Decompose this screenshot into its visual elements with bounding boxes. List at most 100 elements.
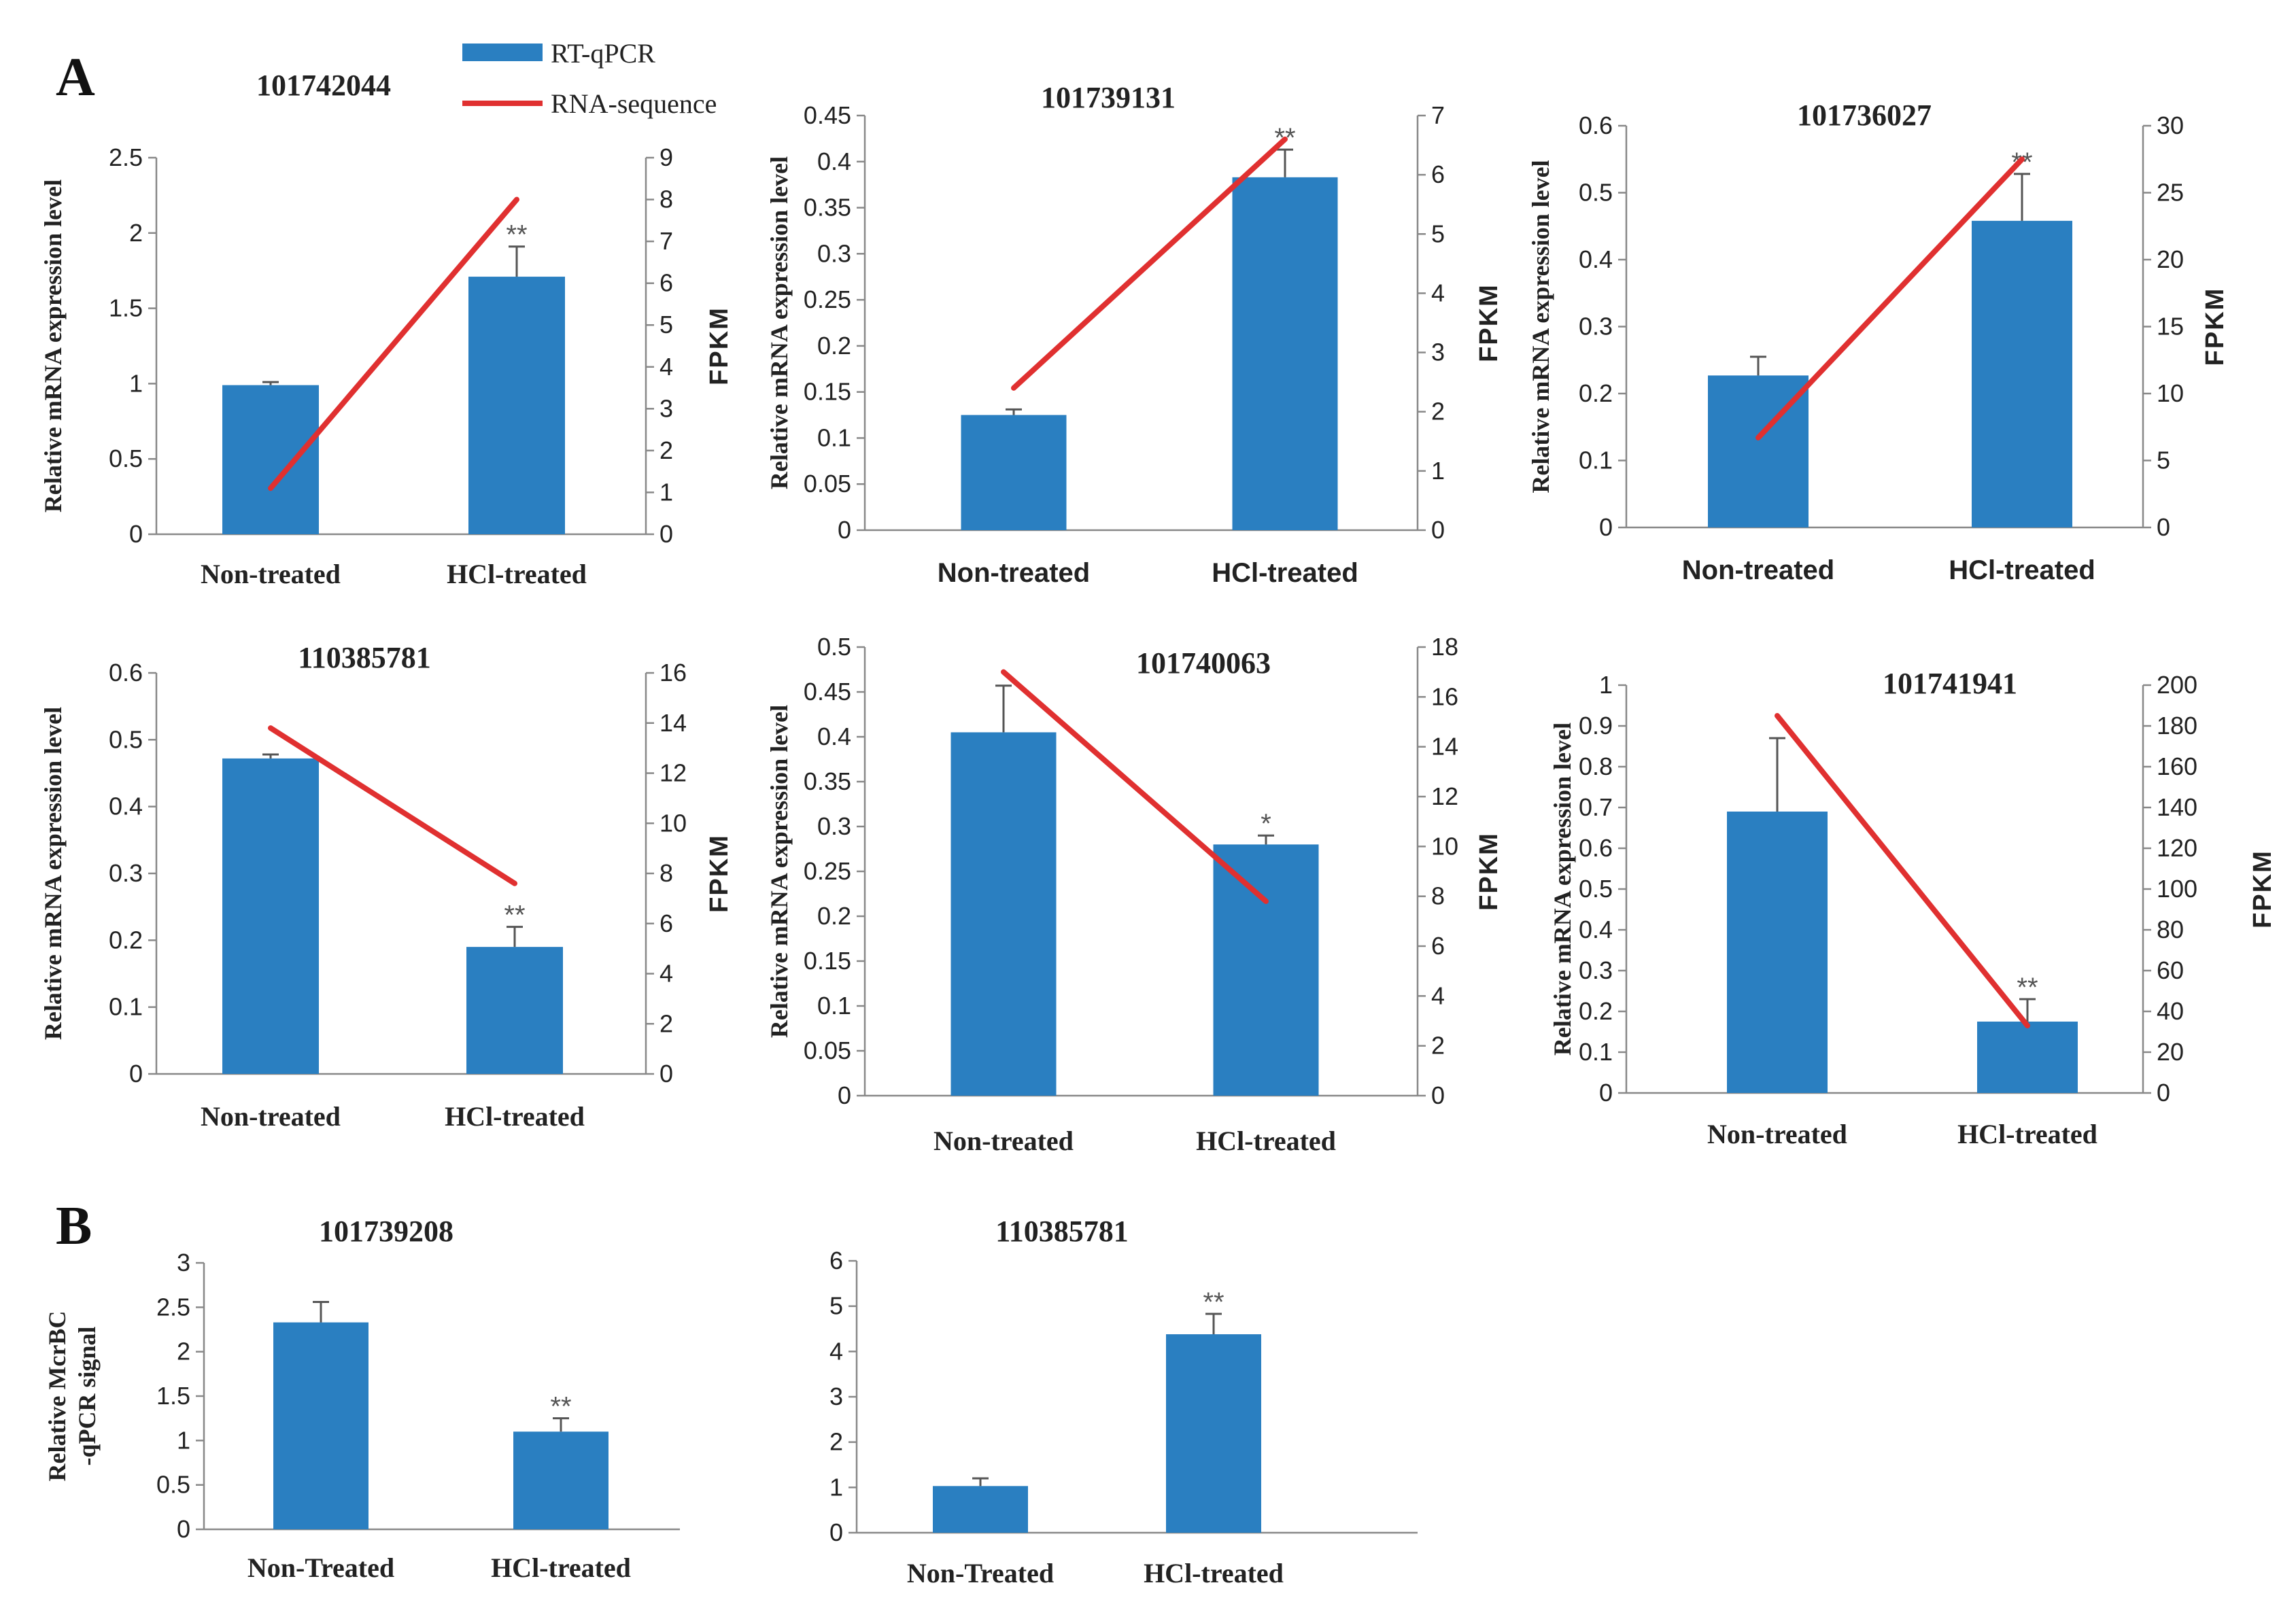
category-label: HCl-treated bbox=[445, 1101, 585, 1132]
category-label: Non-treated bbox=[933, 1126, 1074, 1156]
y-tick-label: 0.2 bbox=[817, 902, 851, 930]
y2-tick-label: 4 bbox=[1431, 279, 1445, 307]
bar bbox=[1972, 220, 2072, 527]
y-tick-label: 0.3 bbox=[109, 859, 143, 887]
category-label: Non-treated bbox=[201, 559, 341, 589]
y-tick-label: 0.1 bbox=[109, 993, 143, 1021]
y2-tick-label: 12 bbox=[659, 759, 687, 787]
y2-tick-label: 4 bbox=[659, 960, 673, 988]
category-label: HCl-treated bbox=[1212, 558, 1358, 588]
legend-bar-swatch bbox=[462, 44, 543, 61]
y-tick-label: 2.5 bbox=[156, 1293, 190, 1321]
y2-tick-label: 10 bbox=[2157, 379, 2184, 407]
y-tick-label: 2 bbox=[129, 219, 143, 247]
panel-letter-a: A bbox=[56, 48, 95, 107]
y2-tick-label: 20 bbox=[2157, 1038, 2184, 1066]
bar bbox=[933, 1486, 1028, 1533]
y-axis-label-line: -qPCR signal bbox=[73, 1326, 101, 1465]
y-axis-label: Relative mRNA expression level bbox=[39, 707, 67, 1040]
bar bbox=[1977, 1022, 2078, 1093]
y2-tick-label: 80 bbox=[2157, 916, 2184, 943]
y-tick-label: 0.25 bbox=[804, 857, 851, 885]
y2-tick-label: 8 bbox=[1431, 882, 1445, 910]
y-tick-label: 0.45 bbox=[804, 101, 851, 129]
y2-tick-label: 0 bbox=[1431, 516, 1445, 544]
rna-seq-line bbox=[1775, 713, 2030, 1028]
chart-101740063: 101740063 0 0.05 0.1 0.15 0.2 0.25 0.3 0.35 0.4 0.… bbox=[766, 633, 1503, 1156]
y2-tick-label: 9 bbox=[659, 143, 673, 171]
y-tick-label: 0.2 bbox=[1579, 997, 1613, 1025]
y-tick-label: 0.05 bbox=[804, 1037, 851, 1064]
y2-tick-label: 0 bbox=[659, 1060, 673, 1088]
category-label: Non-treated bbox=[201, 1101, 341, 1132]
y-tick-label: 0.1 bbox=[817, 423, 851, 451]
y-tick-label: 0 bbox=[838, 1081, 851, 1109]
category-label: Non-treated bbox=[938, 558, 1090, 588]
y2-tick-label: 16 bbox=[659, 659, 687, 686]
legend-line-label: RNA-sequence bbox=[551, 88, 717, 119]
significance-mark: ** bbox=[506, 220, 527, 250]
y-tick-label: 2 bbox=[829, 1428, 843, 1456]
y-tick-label: 0.1 bbox=[817, 992, 851, 1020]
y-tick-label: 0.5 bbox=[817, 633, 851, 661]
y-tick-label: 0 bbox=[177, 1515, 190, 1543]
chart-110385781-expression: 110385781 0 0.1 0.2 0.3 0.4 0.5 0.6 0 2 4 6 8 10 12 14 1… bbox=[39, 641, 734, 1132]
y-tick-label: 0.5 bbox=[1579, 179, 1613, 207]
y2-tick-label: 0 bbox=[2157, 513, 2170, 541]
y-axis-label: Relative mRNA expression level bbox=[766, 705, 793, 1038]
y2-tick-label: 20 bbox=[2157, 245, 2184, 273]
bar bbox=[1232, 177, 1338, 530]
y2-tick-label: 30 bbox=[2157, 111, 2184, 139]
y2-tick-label: 1 bbox=[1431, 457, 1445, 485]
y-tick-label: 0.2 bbox=[817, 332, 851, 360]
y2-tick-label: 25 bbox=[2157, 179, 2184, 207]
y-tick-label: 0.5 bbox=[109, 445, 143, 472]
y2-tick-label: 4 bbox=[1431, 981, 1445, 1009]
chart-title: 110385781 bbox=[995, 1215, 1129, 1248]
y2-tick-label: 7 bbox=[659, 227, 673, 255]
bar bbox=[1727, 812, 1828, 1093]
y-tick-label: 0.35 bbox=[804, 767, 851, 795]
category-label: Non-treated bbox=[1707, 1119, 1847, 1149]
y-tick-label: 1.5 bbox=[156, 1382, 190, 1410]
y-tick-label: 2.5 bbox=[109, 143, 143, 171]
y-axis-label: Relative mRNA expression level bbox=[39, 179, 67, 512]
rna-seq-line bbox=[1755, 156, 2025, 441]
bar bbox=[222, 758, 319, 1074]
y2-tick-label: 10 bbox=[659, 809, 687, 837]
y2-tick-label: 200 bbox=[2157, 671, 2197, 699]
y-tick-label: 0.4 bbox=[1579, 245, 1613, 273]
y2-tick-label: 15 bbox=[2157, 313, 2184, 341]
rna-seq-line bbox=[268, 725, 517, 886]
y2-tick-label: 40 bbox=[2157, 997, 2184, 1025]
bar bbox=[950, 732, 1057, 1096]
category-label: HCl-treated bbox=[491, 1552, 631, 1583]
legend-bar-label: RT-qPCR bbox=[551, 38, 655, 69]
y-tick-label: 0.25 bbox=[804, 285, 851, 313]
y2-tick-label: 6 bbox=[659, 909, 673, 937]
y-axis-label: Relative mRNA expression level bbox=[766, 156, 793, 489]
y-tick-label: 1 bbox=[829, 1473, 843, 1501]
chart-title: 101740063 bbox=[1136, 646, 1271, 680]
y-tick-label: 0.7 bbox=[1579, 793, 1613, 821]
y-tick-label: 0.5 bbox=[1579, 875, 1613, 903]
bar bbox=[273, 1322, 369, 1529]
chart-101739131: 101739131 0 0.05 0.1 0.15 0.2 0.25 0.3 0.35 0.4 0.… bbox=[766, 81, 1503, 588]
y-tick-label: 0.3 bbox=[1579, 956, 1613, 984]
significance-mark: * bbox=[1261, 809, 1271, 839]
y-axis-label-line: Relative McrBC bbox=[44, 1311, 71, 1482]
y2-tick-label: 2 bbox=[659, 1009, 673, 1037]
legend: RT-qPCR RNA-sequence bbox=[462, 38, 717, 119]
y-tick-label: 0.4 bbox=[1579, 916, 1613, 943]
y2-tick-label: 8 bbox=[659, 186, 673, 213]
y2-tick-label: 5 bbox=[1431, 220, 1445, 247]
bar bbox=[1213, 844, 1319, 1096]
y-axis-label: Relative mRNA expression level bbox=[1527, 160, 1554, 493]
y-tick-label: 6 bbox=[829, 1247, 843, 1274]
y-tick-label: 0.1 bbox=[1579, 1038, 1613, 1066]
chart-110385781-mcrbc: 110385781 0 1 2 3 4 5 6 Non-Treated ** HCl-treated bbox=[829, 1215, 1418, 1588]
y2-tick-label: 3 bbox=[659, 394, 673, 422]
y2-tick-label: 16 bbox=[1431, 682, 1458, 710]
category-label: Non-Treated bbox=[247, 1552, 394, 1583]
